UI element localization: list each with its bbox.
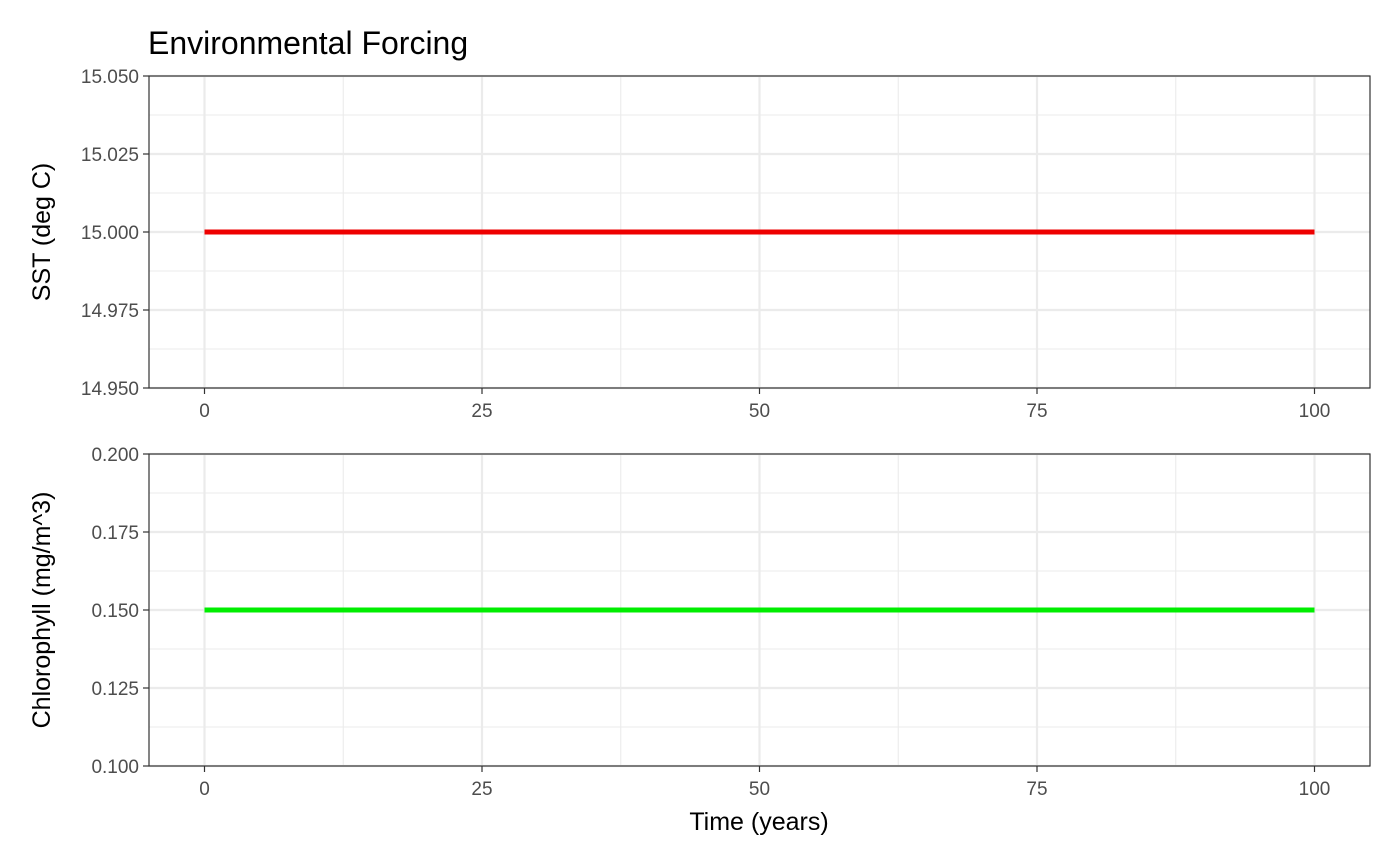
chlorophyll-x-tick-label: 75	[1026, 779, 1047, 800]
chlorophyll-y-tick-label: 0.200	[91, 445, 139, 466]
chlorophyll-panel: 0.100 0.125 0.150 0.175 0.200 0 25 50 75 100	[91, 445, 1371, 800]
sst-y-tick-label: 15.000	[81, 223, 139, 244]
chlorophyll-y-axis-title: Chlorophyll (mg/m^3)	[28, 492, 56, 729]
sst-x-tick-label: 0	[199, 401, 210, 422]
sst-x-tick-label: 100	[1299, 401, 1331, 422]
chlorophyll-y-tick-label: 0.125	[91, 679, 139, 700]
sst-y-tick-label: 14.975	[81, 301, 139, 322]
chlorophyll-y-tick-label: 0.175	[91, 523, 139, 544]
sst-y-axis-title: SST (deg C)	[28, 163, 56, 301]
sst-x-tick-label: 25	[471, 401, 492, 422]
chart-title: Environmental Forcing	[148, 25, 468, 61]
x-axis-title: Time (years)	[689, 808, 828, 836]
sst-y-tick-label: 15.025	[81, 145, 139, 166]
sst-x-tick-label: 75	[1026, 401, 1047, 422]
chlorophyll-y-tick-label: 0.150	[91, 601, 139, 622]
chlorophyll-x-tick-label: 0	[199, 779, 210, 800]
chlorophyll-x-tick-label: 50	[749, 779, 770, 800]
sst-x-tick-label: 50	[749, 401, 770, 422]
chlorophyll-y-tick-label: 0.100	[91, 757, 139, 778]
sst-y-tick-label: 14.950	[81, 379, 139, 400]
sst-panel: 14.950 14.975 15.000 15.025 15.050 0 25 50 75 100	[81, 67, 1371, 422]
sst-y-tick-label: 15.050	[81, 67, 139, 88]
chlorophyll-x-tick-label: 25	[471, 779, 492, 800]
chlorophyll-x-tick-label: 100	[1299, 779, 1331, 800]
